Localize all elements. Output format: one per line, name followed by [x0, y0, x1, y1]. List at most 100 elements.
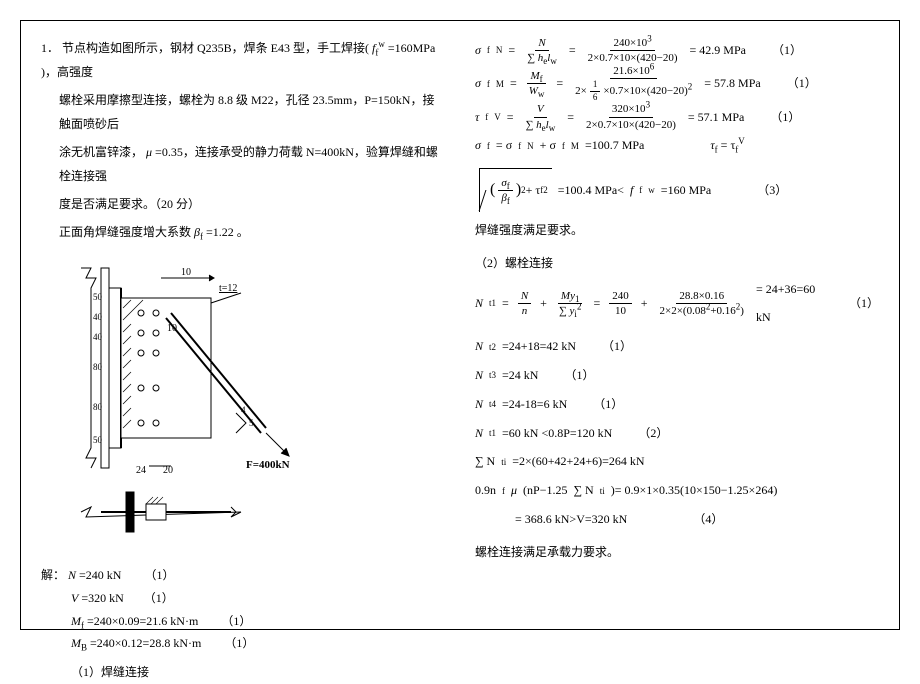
- bolt-title: （2）螺栓连接: [475, 254, 879, 271]
- b3p: （1）: [564, 361, 594, 390]
- e1n2: 240×10: [613, 37, 647, 49]
- e1n2s: 3: [647, 33, 652, 43]
- problem-line3: 涂无机富锌漆， μ =0.35，连接承受的静力荷载 N=400kN，验算焊缝和螺…: [41, 140, 445, 188]
- e2p: （1）: [787, 69, 817, 98]
- weld-title: （1）焊缝连接: [41, 661, 445, 684]
- b1p2: +: [641, 289, 648, 318]
- b1d4b: +0.16: [710, 305, 735, 317]
- b7p: 0.9n: [475, 476, 496, 505]
- dim-t12: t=12: [219, 283, 237, 294]
- e2v: = 57.8 MPa: [704, 69, 760, 98]
- bolt-ok: 螺栓连接满足承载力要求。: [475, 540, 879, 564]
- sol-la: 解：: [41, 568, 65, 582]
- e5fw: f: [630, 176, 633, 205]
- e3n1: V: [537, 103, 544, 115]
- e1n1: N: [538, 37, 545, 49]
- e5ds: f: [507, 196, 510, 206]
- b6t: =2×(60+42+24+6)=264 kN: [512, 447, 644, 476]
- mf-l: =240×0.09=21.6 kN·m: [87, 614, 198, 628]
- beta-pre: 正面角焊缝强度增大系数: [59, 225, 191, 239]
- b1l: N: [475, 289, 483, 318]
- beta-val: =1.22 。: [206, 225, 249, 239]
- e1l: σ: [475, 36, 481, 65]
- b1d3: 10: [612, 304, 629, 317]
- problem-line1: 1． 节点构造如图所示，钢材 Q235B，焊条 E43 型，手工焊接( ffw …: [41, 36, 445, 84]
- e2e: =: [510, 69, 517, 98]
- b4l: N: [475, 390, 483, 419]
- e5pt: （3）: [757, 176, 787, 205]
- b3t: =24 kN: [502, 361, 538, 390]
- e3v: = 57.1 MPa: [688, 103, 744, 132]
- left-column: 1． 节点构造如图所示，钢材 Q235B，焊条 E43 型，手工焊接( ffw …: [41, 36, 445, 614]
- e4pl: + σ: [540, 131, 556, 160]
- e2l: σ: [475, 69, 481, 98]
- page-frame: 1． 节点构造如图所示，钢材 Q235B，焊条 E43 型，手工焊接( ffw …: [20, 20, 900, 630]
- mb-p: （1）: [224, 636, 254, 650]
- b1n3: 240: [609, 290, 632, 304]
- e1e: =: [508, 36, 515, 65]
- b1n4: 28.8×0.16: [676, 290, 727, 304]
- e1d2: 2×0.7×10×(420−20): [585, 51, 681, 64]
- b7o: (nP−1.25: [523, 476, 567, 505]
- svg-text:80: 80: [93, 402, 103, 412]
- b2l: N: [475, 332, 483, 361]
- dim-top: 10: [181, 267, 191, 278]
- mb-l: =240×0.12=28.8 kN·m: [90, 636, 201, 650]
- b6l: ∑ N: [475, 447, 495, 476]
- e1p: （1）: [772, 36, 802, 65]
- e5p: + τ: [526, 176, 541, 205]
- b1e2: =: [593, 289, 600, 318]
- svg-text:24: 24: [136, 465, 146, 476]
- sol-n-pt: （1）: [144, 568, 174, 582]
- right-column: σfN = N ∑ helw = 240×103 2×0.7×10×(420−2…: [465, 36, 879, 614]
- e4tp: V: [738, 136, 745, 146]
- eq-capacity-result: = 368.6 kN>V=320 kN （4）: [475, 505, 879, 534]
- solution-block: 解： NN =240 kN =240 kN （1） V =320 kN（1） M…: [41, 564, 445, 684]
- mb-sb: B: [81, 643, 87, 653]
- e4ts: f: [715, 145, 718, 155]
- beta-sub: f: [200, 231, 203, 241]
- e5ns: f: [507, 181, 510, 191]
- force-label: F=400kN: [246, 459, 290, 471]
- e2n2s: 6: [650, 61, 655, 71]
- b1pt: （1）: [849, 289, 879, 318]
- eq-nt2: Nt2 =24+18=42 kN（1）: [475, 332, 879, 361]
- mb-s: M: [71, 636, 81, 650]
- e4te: = τ: [721, 138, 736, 152]
- sol-mb: MB =240×0.12=28.8 kN·m （1）: [41, 632, 445, 655]
- svg-text:50: 50: [93, 435, 103, 445]
- b8t: = 368.6 kN>V=320 kN: [515, 505, 627, 534]
- sv-pt: （1）: [144, 591, 174, 605]
- diagram-svg: 10 t=12 10 4 5 F=400kN: [71, 258, 331, 478]
- b8p: （4）: [693, 505, 723, 534]
- eq-nt4: Nt4 =24-18=6 kN（1）: [475, 390, 879, 419]
- b7c: )= 0.9×1×0.35(10×150−1.25×264): [611, 476, 778, 505]
- b5t: =60 kN <0.8P=120 kN: [502, 419, 612, 448]
- b1d1: n: [522, 305, 528, 317]
- e3d2: 2×0.7×10×(420−20): [583, 118, 679, 131]
- eq-capacity: 0.9nfμ(nP−1.25∑ Nti)= 0.9×1×0.35(10×150−…: [475, 476, 879, 505]
- weld-ok: 焊缝强度满足要求。: [475, 218, 879, 242]
- p-text1: 节点构造如图所示，钢材 Q235B，焊条 E43 型，手工焊接(: [62, 41, 369, 55]
- eq-nt3: Nt3 =24 kN（1）: [475, 361, 879, 390]
- eq-sigmaM: σfM = MfWw = 21.6×106 2×16×0.7×10×(420−2…: [475, 65, 879, 103]
- mf-s: M: [71, 614, 81, 628]
- eq-nt1-check: Nt1 =60 kN <0.8P=120 kN（2）: [475, 419, 879, 448]
- e4e: = σ: [496, 131, 512, 160]
- svg-text:80: 80: [93, 362, 103, 372]
- e3e: =: [507, 103, 514, 132]
- b1v: = 24+36=60 kN: [756, 275, 823, 333]
- e3p: （1）: [770, 103, 800, 132]
- svg-text:5: 5: [249, 418, 254, 428]
- e4v: =100.7 MPa: [585, 131, 644, 160]
- sol-mf: Mf =240×0.09=21.6 kN·m （1）: [41, 610, 445, 633]
- eq-sigma-sum: σf = σfN + σfM =100.7 MPa τf = τfV: [475, 131, 879, 160]
- b7sm: ∑ N: [573, 476, 593, 505]
- e2da: 2×: [575, 85, 587, 97]
- e2db: ×0.7×10×(420−20): [603, 85, 687, 97]
- e2ds: 2: [688, 81, 693, 91]
- eq-sigmaN: σfN = N ∑ helw = 240×103 2×0.7×10×(420−2…: [475, 36, 879, 65]
- b4p: （1）: [593, 390, 623, 419]
- b1e: =: [502, 289, 509, 318]
- mu-sym: μ: [146, 145, 152, 159]
